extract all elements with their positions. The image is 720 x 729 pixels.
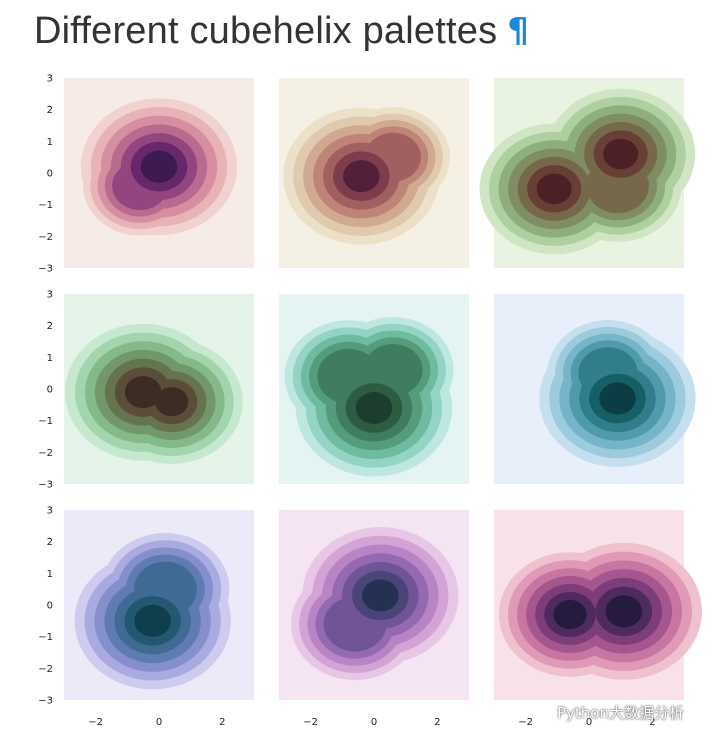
contour-mark: [599, 382, 636, 415]
contour-level-7: [599, 382, 636, 415]
contour-mark: [124, 376, 162, 409]
watermark: Python大数据分析: [529, 702, 684, 723]
y-tick-label: 2: [47, 105, 53, 116]
y-tick-label: −3: [38, 696, 53, 707]
contour-level-7: [536, 138, 639, 205]
y-tick-label: −1: [38, 632, 53, 643]
contour-level-7: [343, 160, 380, 193]
contour-level-7: [553, 595, 643, 630]
contour-mark: [605, 595, 643, 628]
x-tick-label: 2: [649, 717, 655, 728]
contour-mark: [355, 391, 393, 425]
contour-level-7: [124, 376, 189, 417]
subplot-1: [64, 78, 254, 268]
y-tick-label: 1: [47, 353, 53, 364]
x-tick-label: −2: [303, 717, 318, 728]
wechat-icon: [529, 704, 550, 720]
contour-mark: [140, 150, 178, 183]
y-tick-label: 1: [47, 569, 53, 580]
subplot-6: [494, 294, 696, 484]
y-tick-label: 1: [47, 137, 53, 148]
contour-level-7: [140, 150, 178, 183]
y-tick-label: −2: [38, 448, 53, 459]
contour-mark: [155, 387, 189, 417]
contour-mark: [134, 604, 171, 637]
y-tick-label: 0: [47, 385, 53, 396]
contour-mark: [536, 173, 572, 205]
x-tick-label: 0: [371, 717, 377, 728]
y-tick-label: −2: [38, 664, 53, 675]
y-tick-label: −1: [38, 416, 53, 427]
contour-mark: [363, 344, 423, 396]
contour-level-7: [355, 391, 393, 425]
x-tick-label: 0: [586, 717, 592, 728]
subplot-8: [279, 510, 469, 700]
subplot-3: [479, 78, 696, 268]
x-tick-label: 2: [434, 717, 440, 728]
y-tick-label: 3: [47, 290, 53, 301]
y-tick-label: 3: [47, 506, 53, 517]
subplot-5: [279, 294, 469, 484]
page-heading: Different cubehelix palettes ¶: [34, 6, 529, 56]
watermark-text: Python大数据分析: [557, 704, 684, 722]
contour-mark: [603, 138, 639, 170]
contour-level-7: [134, 604, 171, 637]
y-tick-label: 0: [47, 169, 53, 180]
contour-mark: [553, 599, 587, 630]
contour-mark: [343, 160, 380, 193]
contour-level-7: [362, 579, 399, 612]
y-tick-label: −2: [38, 232, 53, 243]
contour-mark: [362, 579, 399, 612]
y-tick-label: −3: [38, 264, 53, 275]
anchor-link-icon[interactable]: ¶: [507, 11, 529, 51]
x-tick-label: 2: [219, 717, 225, 728]
x-tick-label: −2: [518, 717, 533, 728]
x-tick-label: −2: [88, 717, 103, 728]
y-tick-label: −1: [38, 200, 53, 211]
y-tick-label: 2: [47, 321, 53, 332]
x-tick-label: 0: [156, 717, 162, 728]
subplot-2: [279, 78, 469, 268]
y-tick-label: −3: [38, 480, 53, 491]
page-title: Different cubehelix palettes: [34, 9, 498, 52]
subplot-7: [64, 510, 254, 700]
y-tick-label: 3: [47, 74, 53, 85]
y-tick-label: 0: [47, 601, 53, 612]
subplot-9: [494, 510, 702, 700]
y-tick-label: 2: [47, 537, 53, 548]
subplot-4: [64, 294, 254, 484]
